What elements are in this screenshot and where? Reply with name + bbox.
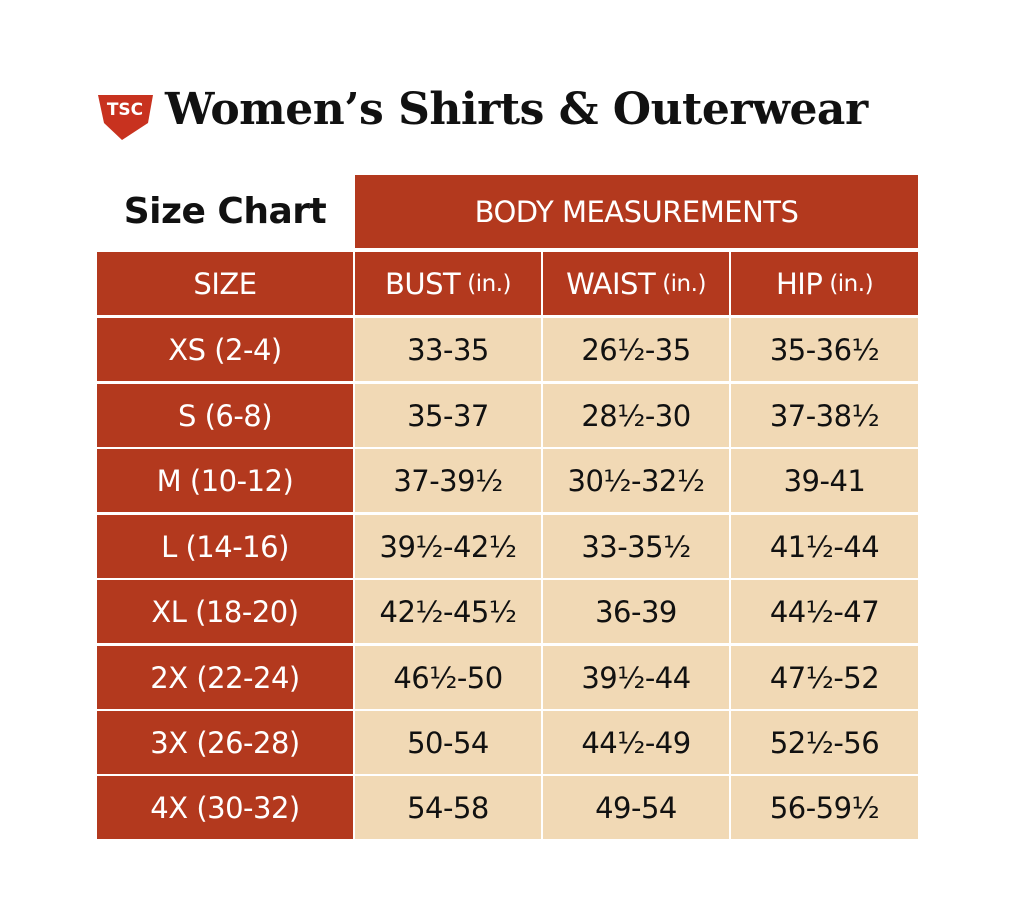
size-cell: 4X (30-32) [97, 776, 353, 839]
measure-cell: 54-58 [355, 776, 541, 839]
column-label: WAIST [566, 266, 656, 301]
measure-cell: 33-35 [355, 318, 541, 381]
logo-text: TSC [107, 100, 143, 120]
measure-cell: 39½-42½ [355, 515, 541, 578]
size-cell: XL (18-20) [97, 580, 353, 643]
measure-cell: 44½-47 [731, 580, 918, 643]
measure-cell: 49-54 [543, 776, 729, 839]
column-header: SIZE [97, 252, 353, 315]
measure-cell: 39½-44 [543, 646, 729, 709]
measure-cell: 42½-45½ [355, 580, 541, 643]
size-cell: XS (2-4) [97, 318, 353, 381]
column-label: BUST [385, 266, 461, 301]
measure-cell: 33-35½ [543, 515, 729, 578]
measure-cell: 26½-35 [543, 318, 729, 381]
measure-cell: 28½-30 [543, 384, 729, 447]
size-cell: S (6-8) [97, 384, 353, 447]
group-header: BODY MEASUREMENTS [355, 175, 918, 248]
measure-cell: 41½-44 [731, 515, 918, 578]
column-label: SIZE [193, 266, 257, 301]
title: Women’s Shirts & Outerwear [165, 84, 868, 135]
measure-cell: 52½-56 [731, 711, 918, 774]
logo: TSC [98, 95, 153, 140]
column-header: WAIST (in.) [543, 252, 729, 315]
measure-cell: 46½-50 [355, 646, 541, 709]
measure-cell: 44½-49 [543, 711, 729, 774]
measure-cell: 37-39½ [355, 449, 541, 512]
column-unit: (in.) [467, 270, 511, 297]
measure-cell: 35-37 [355, 384, 541, 447]
column-header: BUST (in.) [355, 252, 541, 315]
column-header: HIP (in.) [731, 252, 918, 315]
measure-cell: 30½-32½ [543, 449, 729, 512]
measure-cell: 47½-52 [731, 646, 918, 709]
measure-cell: 35-36½ [731, 318, 918, 381]
column-unit: (in.) [829, 270, 874, 297]
corner-title: Size Chart [123, 191, 327, 232]
measure-cell: 36-39 [543, 580, 729, 643]
size-cell: 2X (22-24) [97, 646, 353, 709]
measure-cell: 50-54 [355, 711, 541, 774]
measure-cell: 56-59½ [731, 776, 918, 839]
column-unit: (in.) [662, 270, 706, 297]
measure-cell: 37-38½ [731, 384, 918, 447]
measure-cell: 39-41 [731, 449, 918, 512]
size-cell: L (14-16) [97, 515, 353, 578]
column-label: HIP [775, 266, 823, 301]
size-cell: M (10-12) [97, 449, 353, 512]
size-cell: 3X (26-28) [97, 711, 353, 774]
